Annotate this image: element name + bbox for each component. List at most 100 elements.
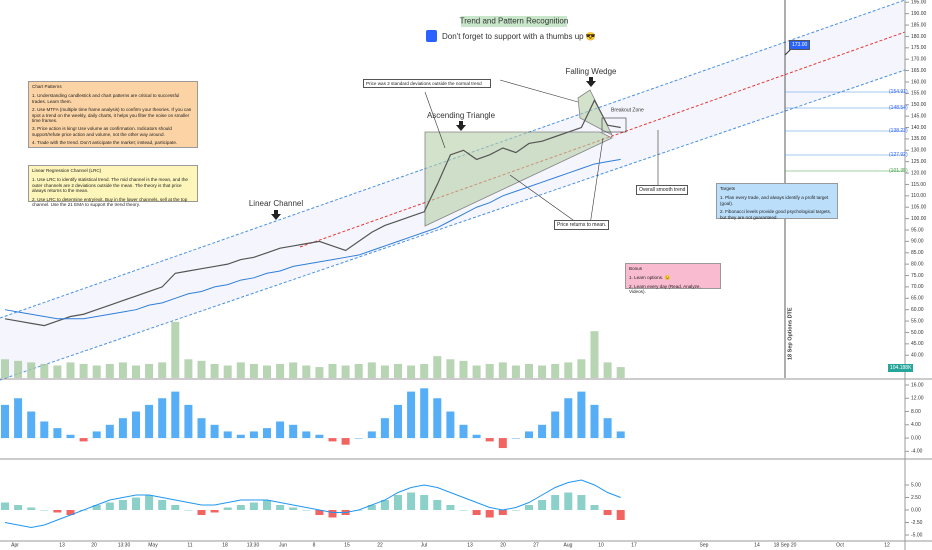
bar bbox=[380, 418, 389, 439]
bar bbox=[276, 505, 285, 510]
bar bbox=[289, 507, 298, 510]
bar bbox=[145, 404, 154, 439]
bar bbox=[380, 500, 389, 510]
bar bbox=[511, 365, 520, 378]
x-tick-label: Jul bbox=[421, 542, 427, 548]
bar bbox=[14, 360, 23, 378]
lower-channel bbox=[0, 69, 906, 381]
box-title: Targets bbox=[720, 186, 736, 191]
x-tick-label: 22 bbox=[377, 542, 383, 548]
bar bbox=[511, 510, 520, 511]
down-arrow bbox=[586, 77, 596, 87]
bar bbox=[197, 510, 206, 515]
bar bbox=[328, 363, 337, 378]
y-tick-label: 75.00 bbox=[911, 273, 924, 279]
y-tick-label: 140.00 bbox=[911, 125, 927, 131]
bar bbox=[538, 500, 547, 510]
level-label: (101.35) bbox=[889, 168, 908, 174]
bar bbox=[158, 500, 167, 510]
y-tick-label: 130.00 bbox=[911, 148, 927, 154]
bar bbox=[27, 507, 36, 510]
y-tick-label: 16.00 bbox=[911, 382, 924, 388]
bar bbox=[132, 497, 140, 510]
bar bbox=[40, 510, 49, 511]
y-tick-label: 160.00 bbox=[911, 79, 927, 85]
bar bbox=[1, 404, 9, 439]
x-tick-label: May bbox=[148, 542, 158, 548]
bar bbox=[236, 505, 245, 510]
series-line bbox=[4, 158, 621, 320]
bar bbox=[210, 363, 219, 378]
x-tick-label: 13:30 bbox=[247, 542, 260, 548]
down-arrow bbox=[271, 210, 281, 220]
bar bbox=[446, 359, 455, 378]
y-tick-label: 110.00 bbox=[911, 193, 926, 199]
lrc-box: Linear Regression Channel (LRC) 1. Use L… bbox=[28, 165, 198, 207]
y-tick-label: 175.00 bbox=[911, 45, 927, 51]
bar bbox=[394, 404, 402, 439]
target-price: 173.00 bbox=[789, 40, 811, 50]
box-title: Chart Patterns bbox=[32, 84, 62, 89]
y-tick-label: 90.00 bbox=[911, 239, 924, 245]
volume-label: 104.188K bbox=[888, 364, 914, 372]
bar bbox=[171, 391, 180, 439]
y-tick-label: 180.00 bbox=[911, 34, 927, 40]
y-tick-label: 5.00 bbox=[911, 482, 921, 488]
x-tick-label: 18 bbox=[222, 542, 228, 548]
bar bbox=[616, 367, 625, 378]
y-tick-label: -2.50 bbox=[911, 520, 923, 526]
series-line bbox=[4, 479, 621, 529]
bar bbox=[92, 365, 101, 378]
bar bbox=[105, 363, 114, 378]
bar bbox=[223, 431, 232, 439]
bar bbox=[538, 424, 547, 439]
x-tick-label: 18 Sep 20 bbox=[774, 542, 797, 548]
bar bbox=[145, 363, 154, 378]
bar bbox=[525, 363, 533, 378]
bar bbox=[328, 438, 337, 442]
x-tick-label: 14 bbox=[754, 542, 760, 548]
pointer bbox=[499, 79, 579, 103]
bar bbox=[302, 365, 311, 378]
bar bbox=[525, 431, 533, 439]
y-tick-label: 0.00 bbox=[911, 507, 921, 513]
bar bbox=[92, 431, 101, 439]
bar bbox=[79, 363, 88, 378]
bar bbox=[302, 431, 311, 439]
bar bbox=[158, 398, 167, 439]
pattern-label: Falling Wedge bbox=[566, 67, 618, 76]
bar bbox=[249, 502, 258, 510]
y-tick-label: 12.00 bbox=[911, 396, 924, 402]
bar bbox=[472, 510, 481, 515]
bar bbox=[105, 502, 114, 510]
box-text: 1. Learn options. 😉 bbox=[629, 275, 671, 281]
title: Trend and Pattern Recognition bbox=[460, 17, 569, 26]
bar bbox=[184, 510, 193, 511]
bar bbox=[407, 365, 416, 378]
y-tick-label: 60.00 bbox=[911, 307, 924, 313]
bar bbox=[14, 505, 23, 510]
pattern-label: Linear Channel bbox=[249, 199, 303, 208]
x-tick-label: 10 bbox=[598, 542, 604, 548]
bar bbox=[302, 510, 311, 511]
y-tick-label: 50.00 bbox=[911, 330, 924, 336]
bar bbox=[420, 388, 429, 439]
bar bbox=[171, 321, 180, 378]
bar bbox=[289, 362, 298, 378]
y-tick-label: 4.00 bbox=[911, 422, 921, 428]
thumbs-icon bbox=[426, 30, 437, 42]
y-tick-label: 65.00 bbox=[911, 296, 924, 302]
bar bbox=[1, 359, 9, 378]
y-tick-label: 105.00 bbox=[911, 205, 927, 211]
box-title: Bonus bbox=[629, 266, 643, 271]
bar bbox=[577, 359, 586, 378]
y-tick-label: 170.00 bbox=[911, 57, 927, 63]
bar bbox=[420, 363, 429, 378]
bar bbox=[394, 495, 402, 510]
bar bbox=[367, 505, 376, 510]
bar bbox=[433, 398, 442, 439]
bar bbox=[66, 434, 75, 439]
bar bbox=[118, 418, 127, 439]
bar bbox=[92, 505, 101, 510]
